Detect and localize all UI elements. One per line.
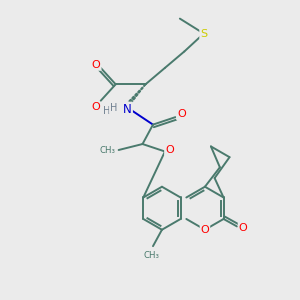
- Text: O: O: [238, 223, 247, 233]
- Polygon shape: [141, 87, 143, 90]
- Text: N: N: [123, 103, 132, 116]
- Polygon shape: [126, 102, 130, 106]
- Text: O: O: [177, 109, 186, 119]
- Text: CH₃: CH₃: [143, 250, 160, 260]
- Text: CH₃: CH₃: [100, 146, 116, 155]
- Text: O: O: [165, 145, 174, 155]
- Text: H: H: [103, 106, 110, 116]
- Text: O: O: [92, 60, 100, 70]
- Polygon shape: [135, 93, 138, 96]
- Text: H: H: [110, 103, 117, 113]
- Polygon shape: [144, 84, 146, 86]
- Text: O: O: [201, 225, 209, 235]
- Text: S: S: [200, 28, 207, 38]
- Polygon shape: [138, 90, 140, 93]
- Text: O: O: [91, 102, 100, 112]
- Polygon shape: [132, 96, 135, 100]
- Polygon shape: [129, 99, 133, 103]
